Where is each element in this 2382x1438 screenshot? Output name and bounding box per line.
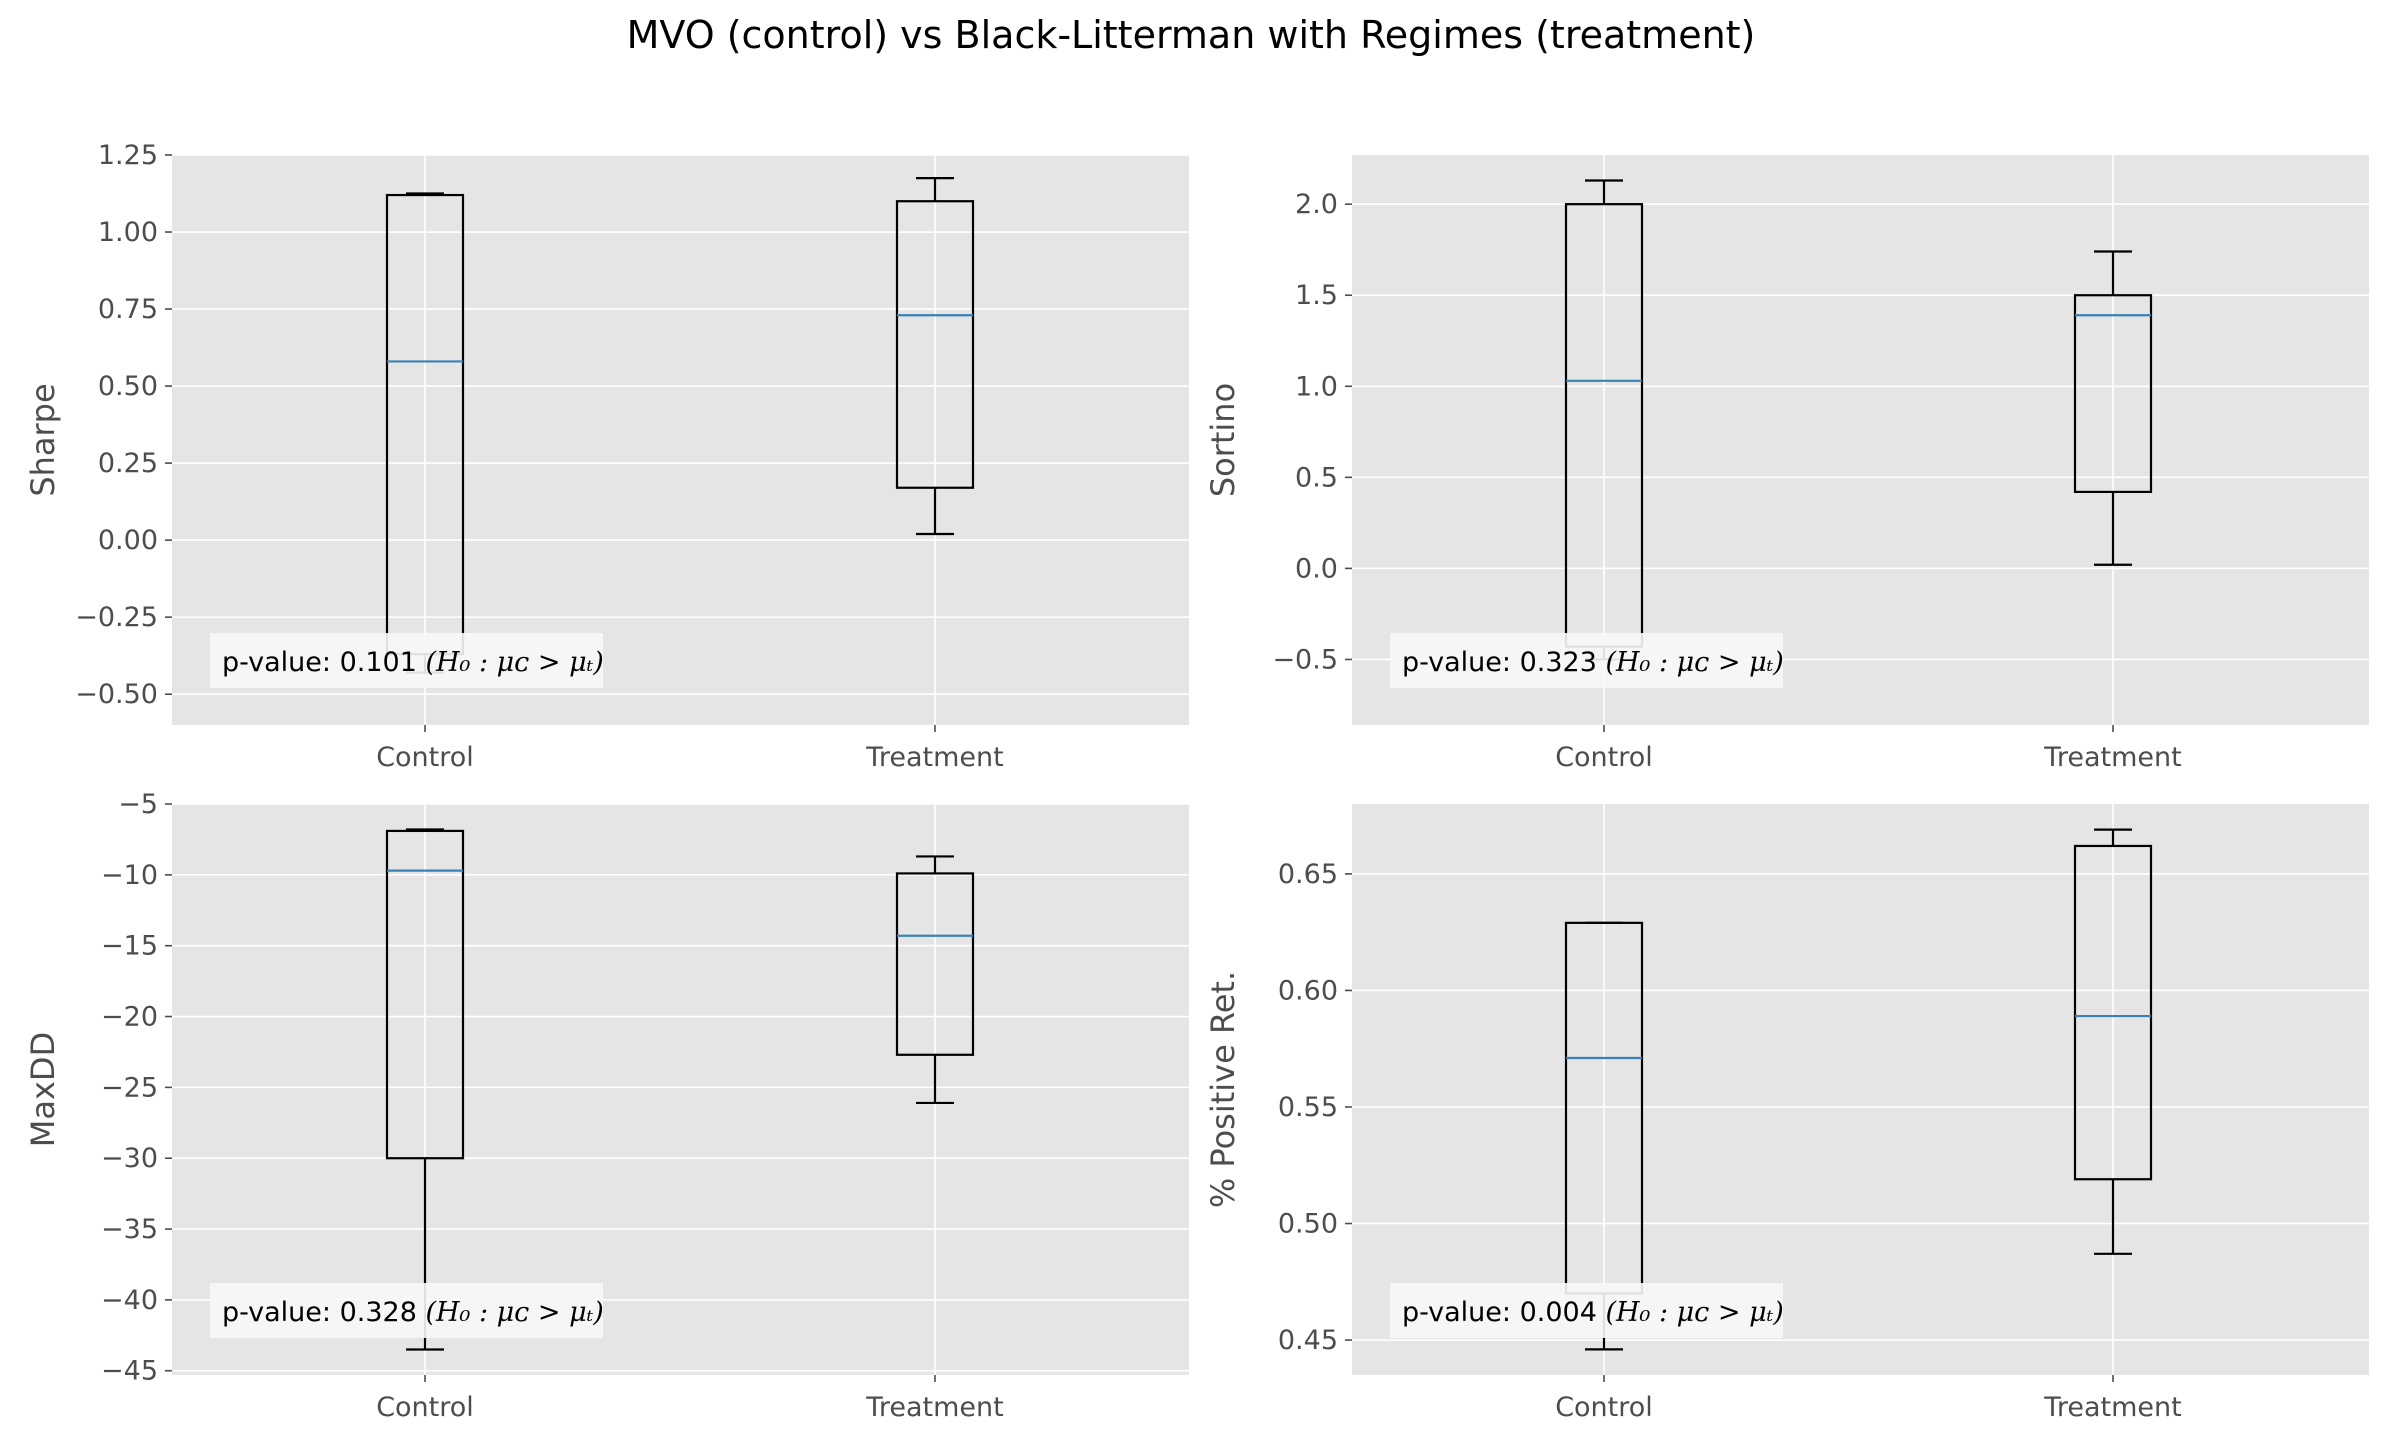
hypothesis-text: (H₀ : μᴄ > μₜ) (1605, 647, 1783, 678)
y-tick-label: 0.65 (1278, 859, 1338, 890)
y-tick-label: 0.00 (98, 525, 158, 556)
annotation-box (210, 1283, 603, 1338)
y-tick-label: −20 (101, 1002, 158, 1033)
subplot-4: 0.45 0.50 0.55 0.60 0.65 Control Treatment % Po… (1204, 804, 2369, 1423)
p-value-text: p-value: 0.328 (222, 1297, 425, 1328)
box-treatment (895, 177, 975, 536)
y-tick-label: 0.50 (1278, 1209, 1338, 1240)
y-tick-label: −35 (101, 1214, 158, 1245)
subplot-2: −0.5 0.0 0.5 1.0 1.5 2.0 Control Treatment Sorti… (1204, 155, 2369, 773)
x-tick-label: Treatment (2043, 1392, 2181, 1423)
p-value-text: p-value: 0.101 (222, 647, 425, 678)
y-axis-label: MaxDD (24, 1032, 62, 1147)
iqr-box (895, 200, 975, 489)
hypothesis-text: (H₀ : μᴄ > μₜ) (425, 647, 603, 678)
y-axis-label: Sharpe (24, 383, 62, 496)
y-tick-label: 1.00 (98, 217, 158, 248)
x-tick-label: Control (1555, 742, 1653, 773)
x-tick-label: Treatment (865, 742, 1003, 773)
y-tick-label: −15 (101, 931, 158, 962)
subplot-grid: −0.50 −0.25 0.00 0.25 0.50 0.75 1.00 1.25 Contro… (24, 140, 2369, 1423)
p-value-annotation: p-value: 0.004 (H₀ : μᴄ > μₜ) (1402, 1297, 1784, 1328)
p-value-text: p-value: 0.004 (1402, 1297, 1605, 1328)
y-tick-label: 0.60 (1278, 975, 1338, 1006)
x-tick-label: Control (376, 1392, 474, 1423)
p-value-annotation: p-value: 0.323 (H₀ : μᴄ > μₜ) (1402, 647, 1784, 678)
y-tick-label: 1.25 (98, 140, 158, 171)
x-tick-label: Treatment (865, 1392, 1003, 1423)
y-tick-label: 2.0 (1295, 189, 1338, 220)
y-axis-label: % Positive Ret. (1204, 971, 1242, 1208)
x-tick-label: Control (1555, 1392, 1653, 1423)
y-tick-label: −0.5 (1272, 644, 1338, 675)
y-tick-label: 0.50 (98, 371, 158, 402)
y-tick-label: 0.75 (98, 294, 158, 325)
p-value-annotation: p-value: 0.101 (H₀ : μᴄ > μₜ) (222, 647, 604, 678)
plot-area (1352, 155, 2369, 725)
y-tick-label: −5 (118, 789, 158, 820)
plot-area (172, 155, 1189, 725)
iqr-box (895, 872, 975, 1056)
y-tick-label: 0.55 (1278, 1092, 1338, 1123)
y-tick-label: 1.0 (1295, 371, 1338, 402)
subplot-1: −0.50 −0.25 0.00 0.25 0.50 0.75 1.00 1.25 Contro… (24, 140, 1189, 773)
box-treatment (895, 855, 975, 1105)
chart-title: MVO (control) vs Black-Litterman with Re… (627, 13, 1756, 57)
y-tick-label: 0.25 (98, 448, 158, 479)
subplot-3: −45 −40 −35 −30 −25 −20 −15 −10 −5 Control Treatme… (24, 789, 1189, 1423)
iqr-box (2073, 844, 2153, 1181)
y-tick-label: 1.5 (1295, 280, 1338, 311)
y-tick-label: −0.25 (75, 602, 158, 633)
y-tick-label: 0.0 (1295, 553, 1338, 584)
annotation-box (1390, 1283, 1783, 1338)
plot-area (172, 804, 1189, 1375)
hypothesis-text: (H₀ : μᴄ > μₜ) (1605, 1297, 1783, 1328)
y-tick-label: −40 (101, 1285, 158, 1316)
p-value-text: p-value: 0.323 (1402, 647, 1605, 678)
x-tick-label: Treatment (2043, 742, 2181, 773)
plot-area (1352, 804, 2369, 1375)
y-tick-label: −30 (101, 1143, 158, 1174)
hypothesis-text: (H₀ : μᴄ > μₜ) (425, 1297, 603, 1328)
y-tick-label: −25 (101, 1072, 158, 1103)
iqr-box (385, 829, 465, 1160)
p-value-annotation: p-value: 0.328 (H₀ : μᴄ > μₜ) (222, 1297, 604, 1328)
y-tick-label: −45 (101, 1356, 158, 1387)
box-treatment (2073, 828, 2153, 1255)
x-tick-label: Control (376, 742, 474, 773)
annotation-box (210, 633, 603, 688)
iqr-box (2073, 294, 2153, 494)
y-axis-label: Sortino (1204, 383, 1242, 497)
y-tick-label: 0.45 (1278, 1325, 1338, 1356)
annotation-box (1390, 633, 1783, 688)
box-treatment (2073, 250, 2153, 566)
y-tick-label: 0.5 (1295, 462, 1338, 493)
y-tick-label: −0.50 (75, 679, 158, 710)
y-tick-label: −10 (101, 860, 158, 891)
